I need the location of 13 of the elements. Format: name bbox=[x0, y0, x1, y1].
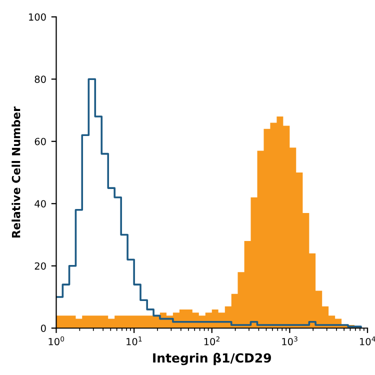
y-tick-label: 0 bbox=[40, 324, 46, 332]
y-tick-label: 40 bbox=[34, 200, 46, 208]
y-tick-label: 80 bbox=[34, 76, 46, 83]
y-tick-label: 100 bbox=[29, 13, 46, 21]
x-axis-title: Integrin β1/CD29 bbox=[153, 352, 271, 366]
x-tick-label: 10$^{4}$ bbox=[360, 336, 375, 346]
x-tick-label: 10$^{3}$ bbox=[282, 336, 298, 346]
x-tick-label: 10$^{0}$ bbox=[48, 336, 64, 346]
y-tick-label: 20 bbox=[34, 262, 46, 270]
x-tick-label: 10$^{2}$ bbox=[204, 336, 220, 346]
y-axis-title: Relative Cell Number bbox=[12, 106, 20, 238]
x-tick-label: 10$^{1}$ bbox=[126, 336, 142, 346]
y-tick-label: 60 bbox=[34, 138, 46, 146]
